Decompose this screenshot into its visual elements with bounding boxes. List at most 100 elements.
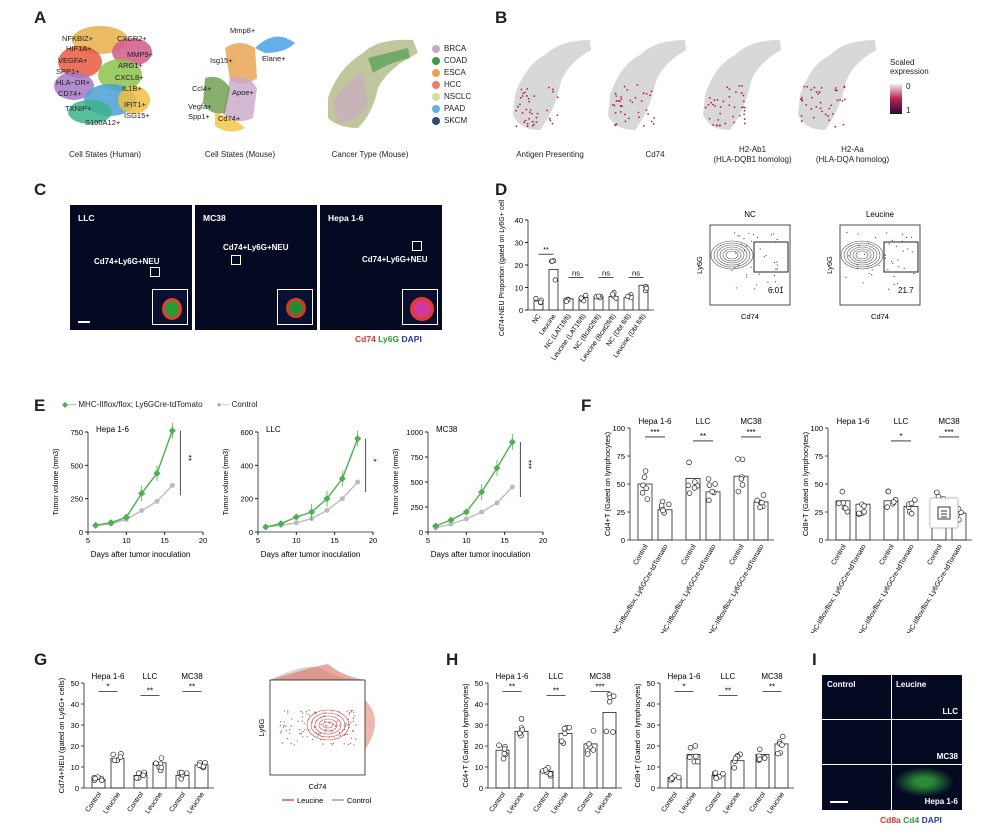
y-tick: 75 [617,452,625,461]
flow-event [757,237,758,238]
significance: * [899,432,902,441]
expression-dot [827,115,829,117]
flow-event [886,232,887,233]
x-tick: Control [488,791,507,814]
data-point [776,751,781,756]
y-tick: 0 [479,784,483,793]
expression-dot [525,109,527,111]
expression-dot [528,98,530,100]
expression-dot [726,86,728,88]
bar [549,270,558,311]
y-tick: 500 [410,478,423,487]
flow-event [875,237,876,238]
x-tick: Control [660,791,679,814]
flow-event [302,720,303,721]
expression-dot [837,100,839,102]
data-point [559,739,564,744]
control-point [340,496,345,501]
flow-event [869,273,870,274]
data-point [843,506,848,511]
scale-title: Scaled expression [890,58,940,76]
expression-dot [649,94,651,96]
y-tick: 50 [71,679,79,688]
x-tick: Control [728,543,746,566]
data-point [659,503,664,508]
data-point [755,498,760,503]
data-point [721,771,726,776]
flow-event [317,736,318,737]
significance: ** [147,686,153,695]
expression-dot [552,89,554,91]
flow-event [332,744,333,745]
expression-dot [801,120,803,122]
flow-title: NC [744,210,756,219]
flow-event [775,281,776,282]
expression-dot [744,123,746,125]
x-axis-label: Days after tumor inoculation [431,550,531,559]
expression-dot [714,105,716,107]
expression-dot [728,104,730,106]
x-tick: Control [168,791,187,814]
data-point [857,511,862,516]
mouse-state-label: Ccl4+ [192,84,211,93]
significance: *** [944,428,953,437]
y-tick: 0 [621,536,625,545]
expression-dot [813,87,815,89]
stain-legend-i: Cd8a Cd4 DAPI [880,815,942,825]
significance: * [106,682,109,691]
expression-dot [526,95,528,97]
data-point [591,748,596,753]
y-axis-label: Cd8+T (Gated on lymphocytes) [801,431,810,536]
x-tick: 20 [369,536,377,545]
y-tick: 750 [410,453,423,462]
x-tick: 15 [330,536,338,545]
flow-event [904,268,905,269]
y-tick: 50 [815,480,823,489]
expression-dot [724,123,726,125]
expression-dot [810,108,812,110]
flow-value: 21.7 [898,286,914,295]
y-tick: 10 [475,763,483,772]
significance: ** [189,682,195,691]
treat-point [107,519,114,526]
flow-event [345,723,346,724]
data-point [840,489,845,494]
stain-ly6g: Ly6G [378,334,399,344]
expression-dot [709,118,711,120]
expression-dot [552,91,554,93]
flow-event [354,715,355,716]
expression-dot [527,123,529,125]
expression-dot [735,91,737,93]
i-row-hepa: Hepa 1-6 [925,797,958,806]
data-point [909,501,914,506]
group-title: Hepa 1-6 [496,672,529,681]
flow-event [284,721,285,722]
flow-event [294,744,295,745]
zoom-icon[interactable] [930,498,958,528]
expression-dot [537,113,539,115]
data-point [735,457,740,462]
y-tick: 10 [647,763,655,772]
flow-event [774,262,775,263]
expression-umap [505,25,595,135]
flow-event [353,730,354,731]
control-point [294,520,299,525]
flow-event [284,725,285,726]
data-point [159,756,164,761]
legend-e-treat: ◆— MHC-IIflox/flox; Ly6GCre-tdTomato [62,400,203,409]
flow-event [848,255,849,256]
data-point [736,489,741,494]
group-title: MC38 [740,417,762,426]
expression-dot [818,91,820,93]
group-title: LLC [721,672,736,681]
data-point [661,508,666,513]
flow-event [754,288,755,289]
data-point [780,743,785,748]
y-axis-label: Cd8+T (Gated on lymphocytes) [633,683,642,788]
data-point [739,477,744,482]
group-title: MC38 [938,417,960,426]
flow-g: Ly6GCd74Leucine Control [250,660,430,830]
flow-event [353,718,354,719]
expression-dot [624,86,626,88]
data-point [693,754,698,759]
